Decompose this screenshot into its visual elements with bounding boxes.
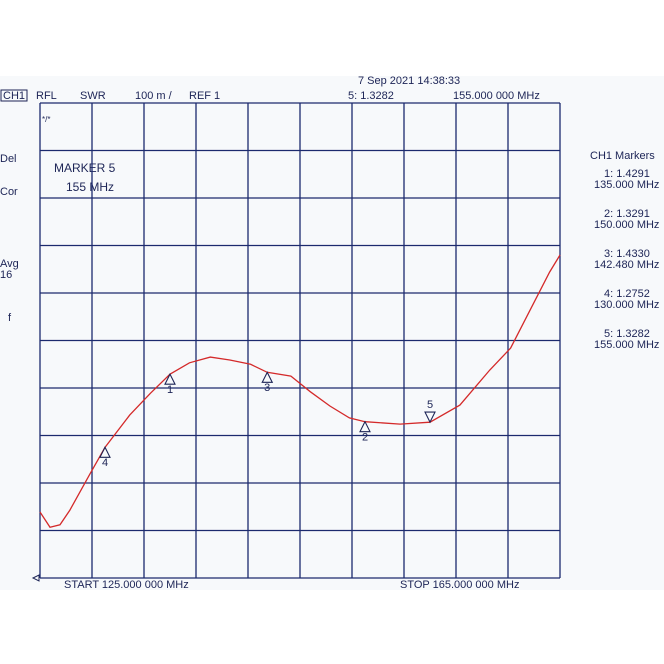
annotation-freq: 155 MHz [66, 180, 114, 194]
status-icon: */* [42, 115, 50, 124]
side-label: Cor [0, 186, 18, 198]
active-readout: 5: 1.3282 [348, 90, 394, 102]
format: SWR [80, 90, 106, 102]
marker-readout: 4: 1.2752 [604, 288, 650, 300]
marker-readout: 5: 1.3282 [604, 328, 650, 340]
marker-freq: 150.000 MHz [594, 219, 659, 231]
marker [99, 446, 111, 458]
annotation-title: MARKER 5 [54, 161, 116, 175]
marker-readout: 2: 1.3291 [604, 208, 650, 220]
screen-bg [0, 76, 664, 590]
marker-label: 4 [102, 457, 108, 469]
marker-readout: 1: 1.4291 [604, 168, 650, 180]
scale: 100 m / [135, 90, 173, 102]
marker-freq: 135.000 MHz [594, 179, 659, 191]
stop-label: STOP 165.000 000 MHz [400, 579, 519, 591]
marker [359, 420, 371, 433]
active-freq: 155.000 000 MHz [453, 90, 540, 102]
marker-freq: 142.480 MHz [594, 259, 659, 271]
ref: REF 1 [189, 90, 220, 102]
side-label: 16 [0, 269, 12, 281]
side-label: Del [0, 153, 17, 165]
channel-box [0, 89, 28, 102]
ref-pointer [31, 574, 40, 582]
marker-label: 2 [362, 432, 368, 444]
marker-freq: 130.000 MHz [594, 299, 659, 311]
marker-freq: 155.000 MHz [594, 339, 659, 351]
marker-readout: 3: 1.4330 [604, 248, 650, 260]
side-label: Avg [0, 258, 19, 270]
marker-label: 1 [167, 384, 173, 396]
marker [261, 371, 274, 383]
mode: RFL [36, 90, 57, 102]
marker [424, 411, 436, 424]
channel: CH1 [3, 90, 25, 102]
marker [164, 372, 176, 385]
datetime: 7 Sep 2021 14:38:33 [358, 75, 460, 87]
side-label: f [8, 312, 12, 324]
marker-label: 5 [427, 399, 433, 411]
start-label: START 125.000 000 MHz [64, 579, 189, 591]
markers-title: CH1 Markers [590, 150, 655, 162]
marker-label: 3 [264, 382, 270, 394]
